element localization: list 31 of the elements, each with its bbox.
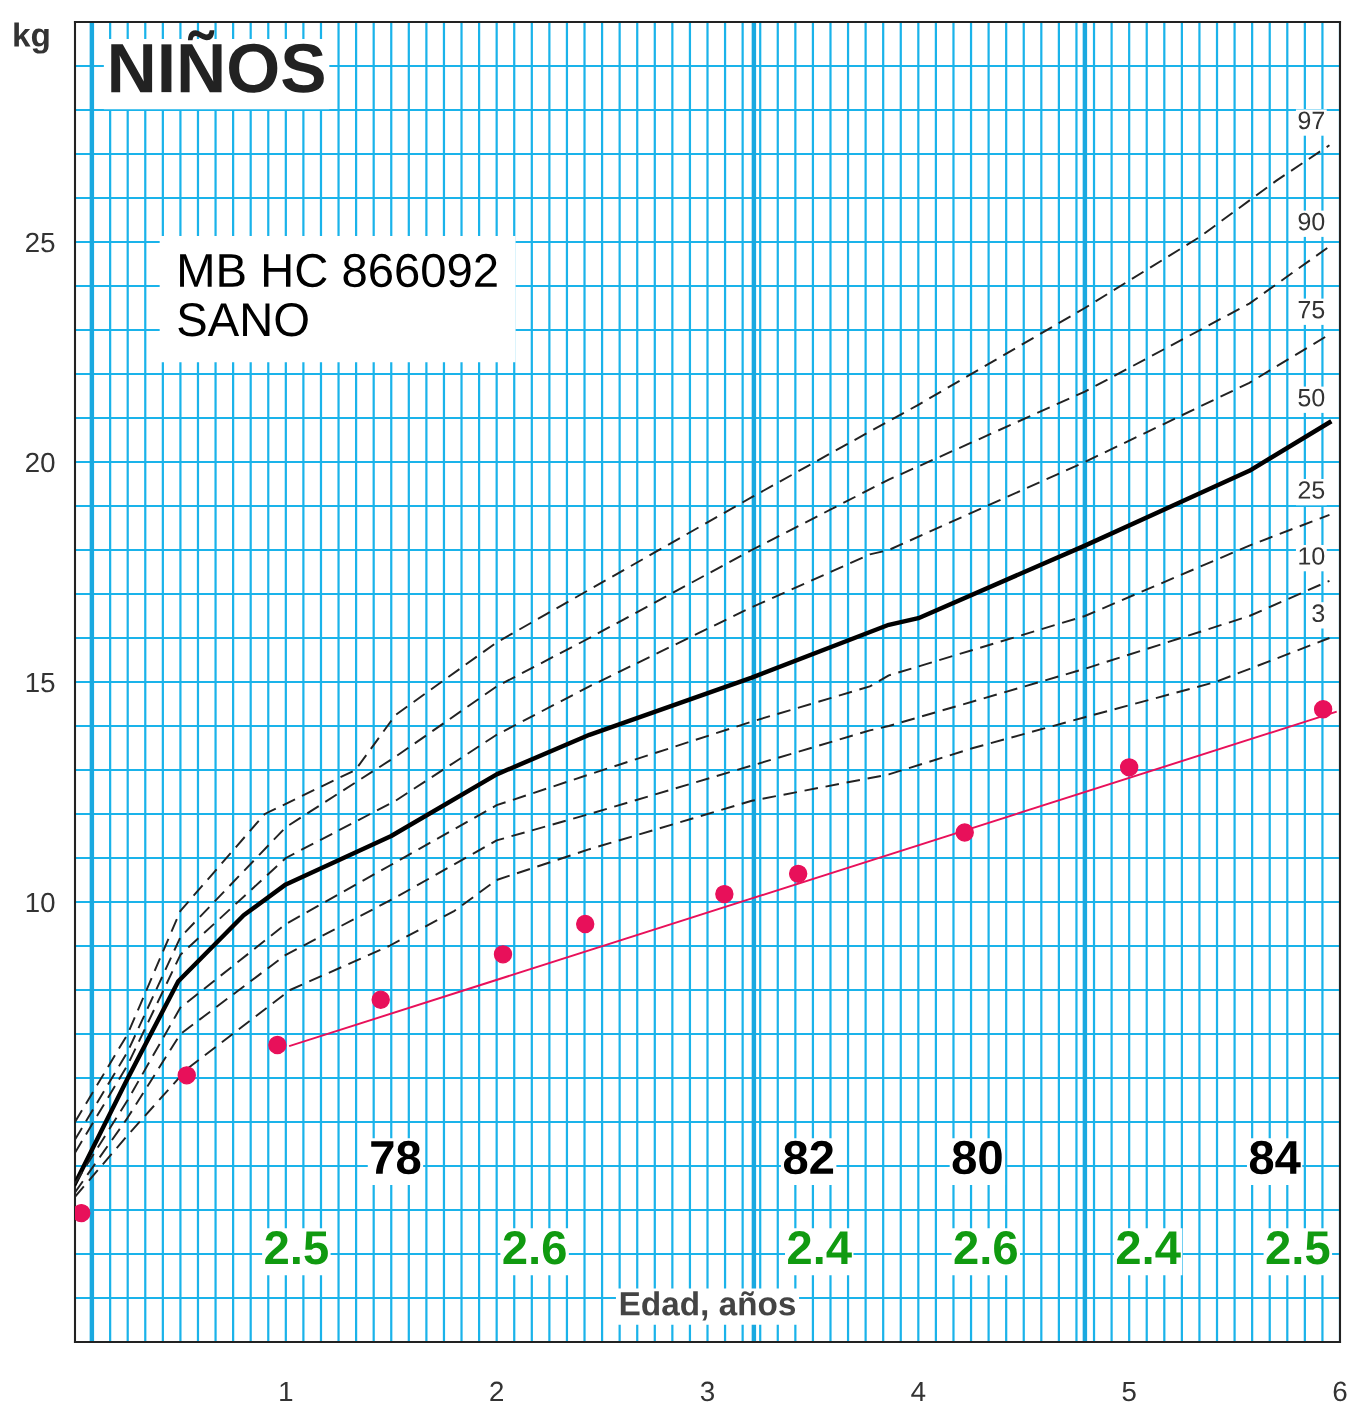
y-axis-title: kg (14, 22, 49, 54)
y-tick-label: 15 (26, 672, 55, 693)
series-label: 50 (1298, 388, 1325, 407)
annotation: 2.5 (1266, 1231, 1330, 1265)
x-tick-label: 3 (700, 1381, 714, 1402)
annotation: 2.6 (503, 1231, 566, 1265)
annotation: 84 (1249, 1140, 1301, 1175)
y-tick-label: 25 (26, 232, 55, 253)
annotation: 2.5 (265, 1231, 328, 1265)
annotation: MB HC 866092 SANO (178, 253, 497, 337)
series-label: 90 (1298, 212, 1325, 231)
series-label: 75 (1298, 301, 1325, 319)
annotation: 78 (371, 1140, 421, 1175)
x-tick-label: 2 (490, 1381, 503, 1402)
series-label: 25 (1298, 481, 1325, 499)
y-tick-label: 10 (26, 892, 55, 913)
annotation: 2.4 (788, 1231, 852, 1265)
x-tick-label: 1 (280, 1381, 293, 1402)
x-tick-label: 4 (911, 1381, 926, 1402)
x-tick-label: 6 (1333, 1381, 1347, 1402)
series-label: 3 (1312, 604, 1325, 623)
x-axis-title: Edad, años (620, 1291, 796, 1321)
annotation: 80 (952, 1140, 1002, 1175)
y-tick-label: 20 (26, 452, 55, 473)
series-label: 10 (1299, 547, 1325, 565)
annotation: 2.4 (1116, 1231, 1181, 1265)
annotation: 82 (783, 1140, 834, 1175)
x-tick-label: 5 (1122, 1381, 1136, 1402)
series-label: 97 (1298, 111, 1324, 130)
annotation: 2.6 (954, 1231, 1017, 1265)
chart-title: NIÑOS (111, 30, 324, 93)
